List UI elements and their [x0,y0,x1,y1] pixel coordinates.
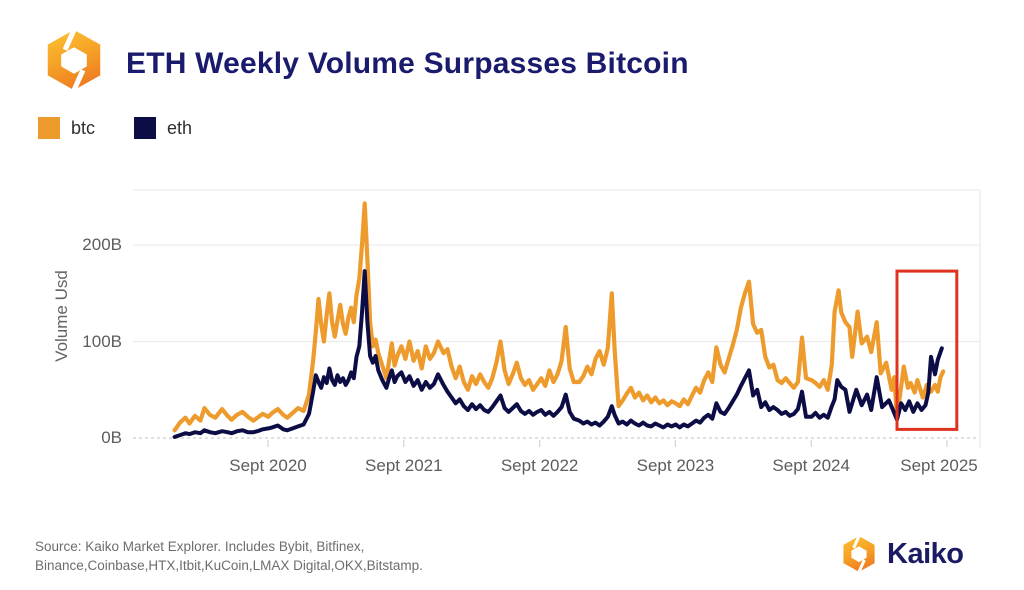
eth-line [172,269,944,439]
y-tick-label: 200B [82,235,122,254]
page-title: ETH Weekly Volume Surpasses Bitcoin [126,47,689,80]
kaiko-logo-icon [47,28,101,92]
y-tick-label: 0B [101,428,122,447]
legend-label-eth: eth [167,117,193,138]
legend-item-btc: btc [38,117,95,139]
y-tick-label: 100B [82,331,122,351]
kaiko-logo-icon [843,535,875,573]
legend-item-eth: eth [134,117,192,139]
highlight-box [895,269,959,431]
source-line-1: Source: Kaiko Market Explorer. Includes … [35,539,365,554]
source-attribution: Source: Kaiko Market Explorer. Includes … [35,537,423,575]
kaiko-brand: Kaiko [840,535,964,573]
source-line-2: Binance,Coinbase,HTX,Itbit,KuCoin,LMAX D… [35,558,423,573]
btc-color-swatch [38,117,60,139]
btc-line [172,201,946,433]
legend-label-btc: btc [71,117,96,138]
eth-color-swatch [134,117,156,139]
brand-wordmark: Kaiko [887,537,964,570]
